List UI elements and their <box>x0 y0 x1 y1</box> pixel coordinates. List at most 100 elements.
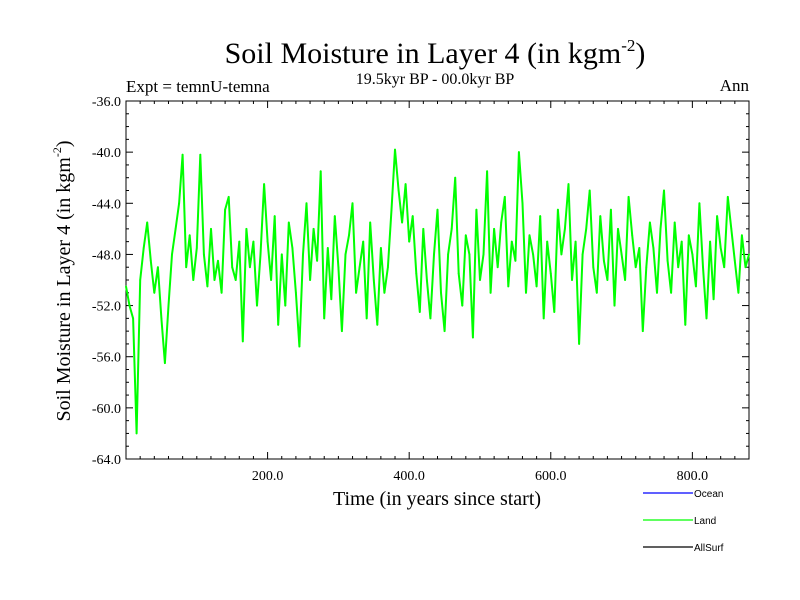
data-point <box>227 196 230 198</box>
data-point <box>440 291 442 294</box>
data-point <box>323 317 326 320</box>
data-point <box>510 240 513 243</box>
data-point <box>539 215 542 218</box>
chart-title: Soil Moisture in Layer 4 (in kgm-2) <box>225 36 646 70</box>
data-point <box>372 279 375 281</box>
data-point <box>408 240 411 243</box>
data-point <box>351 202 354 205</box>
data-point <box>287 221 290 224</box>
data-point <box>634 266 637 269</box>
x-tick-label: 800.0 <box>677 469 709 484</box>
data-point <box>482 253 485 256</box>
data-point <box>532 253 534 256</box>
data-point <box>153 291 156 294</box>
data-point <box>464 234 467 237</box>
data-point <box>588 189 591 192</box>
data-point <box>525 291 527 294</box>
data-point <box>305 202 308 205</box>
data-point <box>270 279 272 281</box>
data-point <box>631 234 634 237</box>
data-point <box>178 202 181 205</box>
data-point <box>252 240 255 243</box>
data-point <box>224 208 227 211</box>
data-point <box>355 291 357 294</box>
legend: Ocean Land AllSurf <box>643 489 724 554</box>
data-point <box>553 311 556 313</box>
data-point <box>429 317 432 320</box>
data-point <box>369 221 372 224</box>
data-point <box>185 266 188 269</box>
data-point <box>167 304 170 307</box>
data-point <box>581 253 584 256</box>
data-point <box>256 304 258 307</box>
data-point <box>206 285 209 288</box>
data-point <box>652 247 655 249</box>
data-point <box>149 259 152 262</box>
data-point <box>599 215 602 218</box>
experiment-label: Expt = temnU-temna <box>126 77 270 96</box>
data-point <box>542 317 545 320</box>
data-point <box>273 215 276 218</box>
data-point <box>164 362 166 364</box>
data-point <box>443 330 446 332</box>
data-point <box>238 240 241 243</box>
data-point <box>436 208 439 211</box>
data-point <box>128 304 131 307</box>
data-point <box>571 279 573 281</box>
data-point <box>319 170 322 173</box>
data-point <box>181 153 184 156</box>
data-point <box>333 215 336 218</box>
data-point <box>213 279 216 281</box>
data-point <box>210 228 212 230</box>
data-point <box>316 259 318 262</box>
data-point <box>691 253 694 256</box>
y-tick-label: -64.0 <box>92 453 121 468</box>
data-point <box>174 228 177 230</box>
y-tick-label: -40.0 <box>92 146 121 161</box>
data-point <box>139 279 142 281</box>
data-point <box>475 208 478 211</box>
data-point <box>567 183 570 186</box>
series-line-land <box>125 148 750 435</box>
data-point <box>295 291 297 294</box>
data-point <box>358 266 361 269</box>
data-point <box>433 253 435 256</box>
data-point <box>220 291 223 294</box>
data-point <box>312 228 315 230</box>
legend-label-ocean: Ocean <box>694 489 723 500</box>
data-point <box>560 253 563 256</box>
data-point <box>578 343 580 345</box>
data-point <box>716 215 718 218</box>
data-point <box>447 253 449 256</box>
x-tick-label: 200.0 <box>252 469 284 484</box>
data-point <box>528 234 531 237</box>
data-point <box>142 247 145 249</box>
data-point <box>472 336 474 339</box>
data-point <box>645 266 648 269</box>
data-point <box>468 253 471 256</box>
data-point <box>344 253 347 256</box>
chart-subtitle: 19.5kyr BP - 00.0kyr BP <box>356 71 515 88</box>
data-point <box>249 266 251 269</box>
y-tick-label: -52.0 <box>92 300 121 315</box>
data-point <box>231 266 234 269</box>
data-point <box>415 272 418 275</box>
data-point <box>585 228 588 230</box>
data-point <box>394 148 396 151</box>
data-point <box>680 240 683 243</box>
data-point <box>719 247 722 249</box>
data-point <box>649 221 651 224</box>
data-point <box>401 221 403 224</box>
data-point <box>748 253 750 256</box>
data-point <box>241 340 244 343</box>
data-point <box>535 285 538 288</box>
data-point <box>404 183 407 186</box>
data-point <box>461 304 464 307</box>
data-point <box>195 247 198 249</box>
legend-label-allsurf: AllSurf <box>694 543 724 554</box>
data-point <box>263 183 265 186</box>
data-point <box>627 196 630 198</box>
data-point <box>157 266 159 269</box>
data-point <box>365 317 368 320</box>
data-point <box>723 266 726 269</box>
